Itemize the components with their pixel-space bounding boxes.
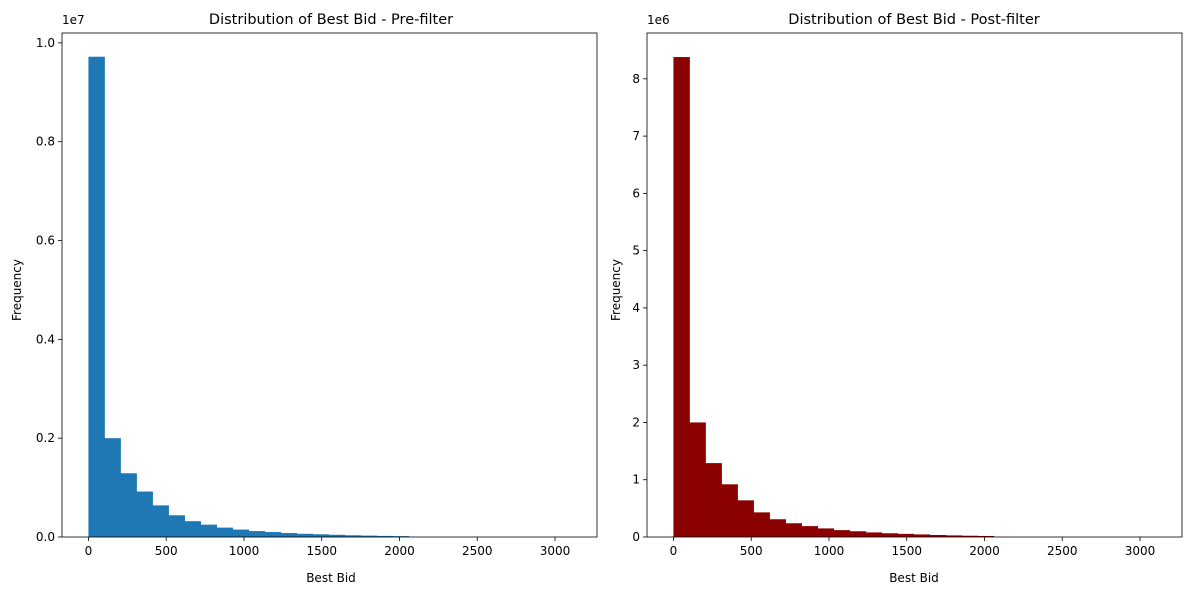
- bar: [88, 56, 105, 537]
- bar: [392, 536, 410, 537]
- bar: [232, 529, 250, 537]
- y-tick-label: 3: [632, 358, 640, 372]
- y-tick-label: 0.8: [36, 135, 55, 149]
- y-tick-label: 5: [632, 244, 640, 258]
- y-tick-label: 7: [632, 129, 640, 143]
- bar: [817, 528, 835, 537]
- y-offset-label-post-filter: 1e6: [647, 13, 670, 27]
- x-tick-label: 3000: [540, 544, 571, 558]
- bar: [104, 438, 121, 537]
- bar: [328, 534, 346, 537]
- bar: [168, 515, 185, 537]
- x-tick-label: 2000: [384, 544, 415, 558]
- bar: [376, 535, 394, 537]
- bar: [296, 533, 314, 537]
- histogram-pre-filter: Distribution of Best Bid - Pre-filter 1e…: [10, 12, 598, 585]
- bar: [673, 57, 690, 538]
- y-tick-label: 0.4: [36, 332, 55, 346]
- bars-pre-filter: [88, 56, 410, 537]
- bar: [897, 533, 915, 537]
- chart-title-post-filter: Distribution of Best Bid - Post-filter: [788, 12, 1039, 28]
- bar: [801, 526, 819, 537]
- y-tick-label: 1.0: [36, 36, 55, 50]
- bar: [689, 422, 706, 537]
- bar: [961, 535, 979, 537]
- x-tick-label: 1000: [229, 544, 260, 558]
- bar: [705, 463, 722, 537]
- x-tick-label: 2500: [1047, 544, 1078, 558]
- bar: [945, 535, 963, 537]
- y-tick-label: 1: [632, 473, 640, 487]
- x-tick-label: 2000: [969, 544, 1000, 558]
- y-offset-label-pre-filter: 1e7: [62, 13, 85, 27]
- x-tick-label: 3000: [1125, 544, 1156, 558]
- bar: [136, 491, 153, 537]
- bar: [248, 531, 266, 537]
- y-tick-label: 0.0: [36, 530, 55, 544]
- bar: [737, 500, 754, 537]
- bar: [929, 534, 947, 537]
- x-tick-label: 0: [85, 544, 93, 558]
- bar: [785, 523, 802, 537]
- y-tick-label: 8: [632, 72, 640, 86]
- axes-frame-post-filter: [646, 32, 1183, 538]
- bar: [152, 505, 169, 537]
- bar: [312, 534, 330, 537]
- x-tick-label: 1500: [306, 544, 337, 558]
- y-tick-label: 0.2: [36, 431, 55, 445]
- x-tick-label: 2500: [462, 544, 493, 558]
- bar: [120, 473, 137, 537]
- bar: [344, 535, 362, 537]
- y-tick-label: 0: [632, 530, 640, 544]
- bar: [849, 531, 867, 537]
- y-tick-label: 6: [632, 186, 640, 200]
- bar: [200, 524, 217, 537]
- axes-frame-pre-filter: [61, 32, 598, 538]
- bar: [721, 484, 738, 537]
- bar: [264, 532, 282, 537]
- bar: [881, 533, 899, 537]
- y-tick-label: 0.6: [36, 234, 55, 248]
- x-tick-label: 500: [155, 544, 178, 558]
- bar: [977, 535, 995, 537]
- x-axis-label-pre-filter: Best Bid: [306, 571, 356, 585]
- y-tick-label: 2: [632, 415, 640, 429]
- bar: [216, 527, 234, 537]
- x-tick-label: 1500: [891, 544, 922, 558]
- bar: [360, 535, 378, 537]
- bars-post-filter: [673, 57, 995, 538]
- x-tick-label: 500: [740, 544, 763, 558]
- bar: [769, 519, 786, 537]
- bar: [753, 512, 770, 537]
- chart-title-pre-filter: Distribution of Best Bid - Pre-filter: [209, 12, 453, 28]
- x-axis-label-post-filter: Best Bid: [889, 571, 939, 585]
- bar: [184, 521, 201, 537]
- y-axis-label-post-filter: Frequency: [609, 259, 623, 321]
- x-tick-label: 0: [670, 544, 678, 558]
- bar: [913, 534, 931, 537]
- x-tick-label: 1000: [814, 544, 845, 558]
- bar: [865, 532, 883, 537]
- y-tick-label: 4: [632, 301, 640, 315]
- histogram-post-filter: Distribution of Best Bid - Post-filter 1…: [609, 12, 1183, 585]
- y-axis-label-pre-filter: Frequency: [10, 259, 24, 321]
- bar: [833, 530, 851, 537]
- bar: [280, 533, 298, 537]
